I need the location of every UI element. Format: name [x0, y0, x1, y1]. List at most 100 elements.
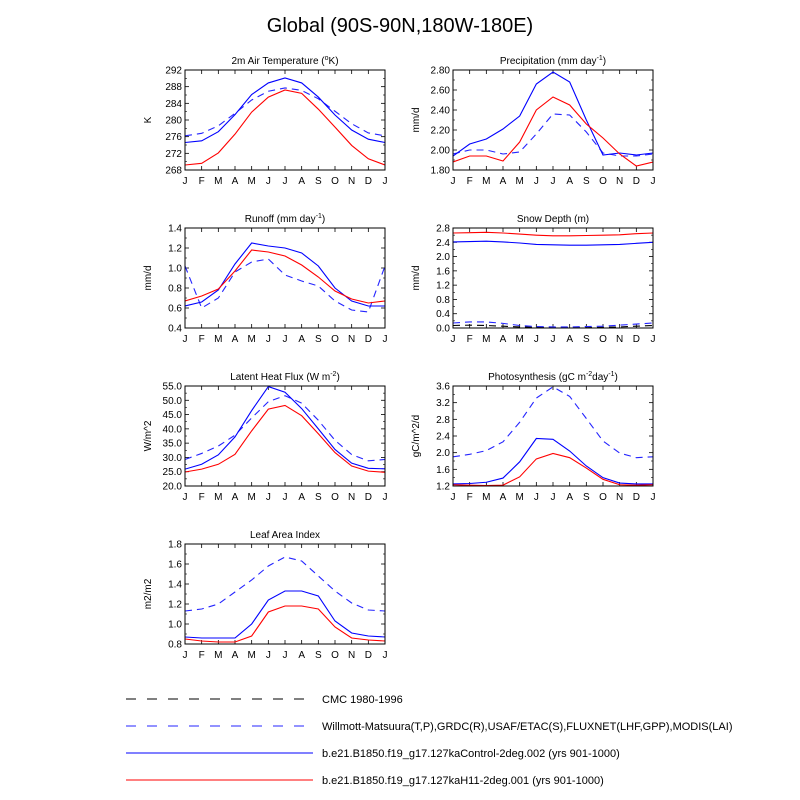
- panel-title-end: ): [615, 372, 618, 383]
- x-tick-label: O: [331, 650, 339, 661]
- y-tick-label: 40.0: [163, 424, 183, 435]
- y-tick-label: 35.0: [163, 439, 183, 450]
- panel-title-sup: o: [325, 55, 329, 62]
- y-tick-label: 2.80: [431, 66, 451, 77]
- y-tick-label: 45.0: [163, 410, 183, 421]
- x-tick-label: J: [183, 176, 188, 187]
- x-tick-label: F: [199, 492, 205, 503]
- plot-frame: [452, 227, 654, 329]
- panel-title: Precipitation (mm day-1): [500, 55, 606, 67]
- x-tick-label: N: [348, 176, 355, 187]
- legend-item: CMC 1980-1996: [126, 694, 403, 706]
- series-line-red: [453, 452, 653, 486]
- x-tick-label: F: [467, 492, 473, 503]
- legend-label: CMC 1980-1996: [322, 694, 403, 706]
- x-tick-label: A: [566, 176, 573, 187]
- x-tick-label: J: [383, 334, 388, 345]
- legend-label: b.e21.B1850.f19_g17.127kaH11-2deg.001 (y…: [322, 775, 604, 787]
- x-tick-label: A: [232, 492, 239, 503]
- x-tick-label: J: [266, 334, 271, 345]
- y-tick-label: 1.6: [168, 560, 182, 571]
- panel-title: Snow Depth (m): [517, 214, 589, 225]
- panel-title-text: 2m Air Temperature (: [231, 56, 325, 67]
- panel-title-sup2: -1: [608, 371, 614, 378]
- x-tick-label: M: [515, 492, 523, 503]
- x-tick-label: J: [266, 650, 271, 661]
- legend-item: Willmott-Matsuura(T,P),GRDC(R),USAF/ETAC…: [126, 721, 733, 733]
- panel-title-sup: -1: [316, 213, 322, 220]
- x-tick-label: J: [534, 334, 539, 345]
- x-tick-label: S: [583, 334, 590, 345]
- x-tick-label: N: [348, 650, 355, 661]
- x-tick-label: S: [315, 492, 322, 503]
- y-tick-label: 55.0: [163, 382, 183, 393]
- x-tick-label: J: [651, 492, 656, 503]
- x-tick-label: D: [365, 492, 372, 503]
- panel-title-text: Photosynthesis (gC m: [488, 372, 586, 383]
- x-tick-label: M: [515, 176, 523, 187]
- y-tick-label: 20.0: [163, 482, 183, 493]
- y-tick-label: 0.6: [168, 304, 182, 315]
- x-tick-label: N: [348, 492, 355, 503]
- series-group: [185, 386, 385, 473]
- y-axis-label: m2/m2: [143, 578, 154, 609]
- panel-4: Snow Depth (m)0.00.40.81.21.62.02.42.8J F…: [411, 214, 656, 345]
- plot-frame: [452, 385, 654, 487]
- x-tick-label: A: [232, 334, 239, 345]
- panel-title: Photosynthesis (gC m-2day-1): [488, 371, 618, 383]
- series-line-dash_blue: [453, 321, 653, 328]
- y-axis-label: mm/d: [143, 266, 154, 291]
- plot-frame: [184, 227, 386, 329]
- x-tick-label: A: [232, 650, 239, 661]
- y-tick-label: 1.80: [431, 166, 451, 177]
- x-tick-label: A: [298, 650, 305, 661]
- x-tick-label: J: [383, 492, 388, 503]
- plot-frame: [184, 543, 386, 645]
- series-line-red: [453, 96, 653, 167]
- x-tick-label: J: [183, 334, 188, 345]
- x-tick-label: M: [515, 334, 523, 345]
- x-tick-label: J: [266, 176, 271, 187]
- x-tick-label: J: [534, 492, 539, 503]
- series-group: [453, 231, 653, 328]
- y-tick-label: 0.4: [168, 324, 182, 335]
- series-line-blue: [185, 386, 385, 470]
- x-tick-label: N: [616, 492, 623, 503]
- series-line-red: [185, 605, 385, 643]
- y-tick-label: 2.0: [436, 448, 450, 459]
- y-tick-label: 1.6: [436, 266, 450, 277]
- x-tick-label: M: [214, 176, 222, 187]
- plot-frame: [452, 69, 654, 171]
- x-tick-label: J: [266, 492, 271, 503]
- x-tick-label: J: [451, 334, 456, 345]
- panel-title: 2m Air Temperature (oK): [231, 55, 338, 67]
- x-tick-label: F: [199, 650, 205, 661]
- x-tick-label: J: [451, 176, 456, 187]
- x-tick-label: J: [451, 492, 456, 503]
- series-line-blue: [453, 240, 653, 246]
- series-line-blue: [453, 71, 653, 157]
- x-tick-label: F: [467, 334, 473, 345]
- y-tick-label: 2.8: [436, 415, 450, 426]
- panel-title: Latent Heat Flux (W m-2): [230, 371, 340, 383]
- series-line-dash_blue: [453, 386, 653, 459]
- y-axis-label: mm/d: [411, 266, 422, 291]
- y-tick-label: 276: [165, 132, 182, 143]
- plot-frame: [184, 69, 386, 171]
- series-line-blue: [453, 437, 653, 485]
- plot-frame: [184, 385, 386, 487]
- x-tick-label: F: [467, 176, 473, 187]
- y-tick-label: 292: [165, 66, 182, 77]
- y-tick-label: 1.4: [168, 224, 182, 235]
- x-tick-label: J: [283, 492, 288, 503]
- y-tick-label: 1.2: [436, 482, 450, 493]
- y-tick-label: 1.2: [168, 600, 182, 611]
- y-axis-label: mm/d: [411, 108, 422, 133]
- x-tick-label: A: [298, 176, 305, 187]
- panel-1: 2m Air Temperature (oK) 268 272 276 280 284 28…: [143, 55, 388, 187]
- panel-title-mid: day: [592, 372, 608, 383]
- y-tick-label: 280: [165, 116, 182, 127]
- y-tick-label: 0.8: [168, 640, 182, 651]
- series-group: [453, 71, 653, 167]
- series-line-blue: [185, 242, 385, 307]
